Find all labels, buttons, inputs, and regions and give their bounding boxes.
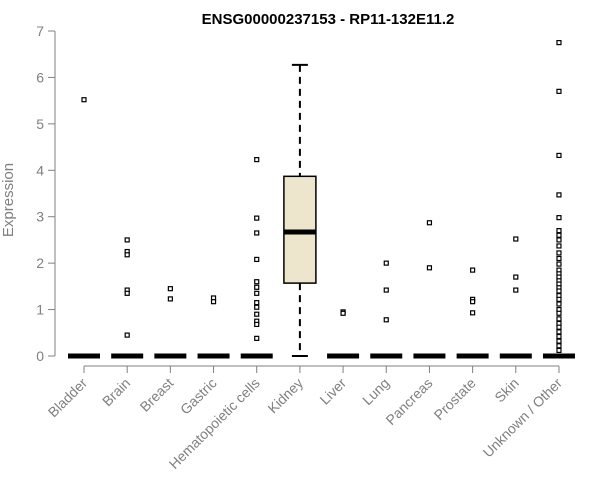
- box-gastric: [197, 295, 230, 359]
- x-tick-label: Prostate: [431, 375, 479, 423]
- outlier-point: [556, 250, 562, 256]
- outlier-point: [254, 311, 260, 317]
- y-tick-label: 0: [36, 348, 44, 364]
- x-tick-label: Pancreas: [382, 375, 435, 428]
- outlier-point: [556, 192, 562, 198]
- box-lung: [370, 260, 403, 359]
- outlier-point: [426, 220, 433, 226]
- outlier-point: [167, 296, 173, 302]
- outlier-point: [556, 296, 562, 302]
- outlier-point: [383, 287, 389, 293]
- box-kidney: [283, 63, 317, 357]
- axes: 0 1 2 3 4 5 6 7: [36, 23, 560, 373]
- y-tick-label: 4: [36, 162, 44, 178]
- outlier-point: [556, 152, 562, 159]
- chart-title: ENSG00000237153 - RP11-132E11.2: [202, 11, 455, 28]
- outlier-point: [556, 228, 562, 234]
- outlier-point: [513, 274, 519, 280]
- box-liver: [327, 309, 360, 359]
- x-tick-label: Liver: [316, 375, 349, 408]
- y-tick-label: 2: [36, 255, 44, 271]
- outlier-point: [124, 252, 130, 258]
- x-tick-label: Breast: [137, 375, 177, 415]
- outlier-point: [556, 215, 562, 221]
- y-axis-label: Expression: [0, 163, 17, 237]
- outlier-point: [556, 333, 562, 340]
- box-unknown-other: [542, 40, 575, 359]
- outlier-point: [254, 279, 260, 285]
- outlier-point: [81, 97, 87, 103]
- outlier-point: [556, 237, 562, 243]
- box-prostate: [456, 267, 489, 359]
- outlier-point: [124, 332, 130, 338]
- outlier-point: [556, 261, 562, 267]
- outlier-point: [124, 237, 130, 243]
- outlier-point: [254, 230, 260, 236]
- y-tick-label: 6: [36, 69, 44, 85]
- y-tick-label: 3: [36, 209, 44, 225]
- outlier-point: [556, 40, 562, 46]
- box-hematopoietic-cells: [240, 157, 273, 359]
- outlier-point: [383, 260, 389, 266]
- x-tick-label: Unknown / Other: [479, 375, 565, 461]
- outlier-point: [513, 287, 519, 293]
- outlier-point: [556, 347, 562, 354]
- box-pancreas: [413, 220, 446, 359]
- box-bladder: [68, 97, 100, 359]
- outlier-point: [556, 288, 562, 294]
- outlier-point: [254, 300, 260, 306]
- outlier-point: [254, 290, 260, 296]
- outlier-point: [254, 284, 260, 290]
- x-tick-label: Skin: [491, 375, 522, 406]
- outlier-point: [556, 324, 562, 330]
- outlier-point: [556, 255, 562, 262]
- x-tick-label: Gastric: [177, 375, 220, 418]
- outlier-point: [513, 236, 519, 242]
- outlier-point: [470, 299, 476, 305]
- outlier-point: [254, 335, 260, 341]
- outlier-point: [210, 299, 217, 305]
- outlier-point: [167, 286, 173, 292]
- outlier-point: [254, 157, 260, 163]
- y-tick-label: 1: [36, 302, 44, 318]
- outlier-point: [470, 267, 476, 273]
- outlier-point: [556, 243, 562, 249]
- outlier-point: [254, 304, 260, 310]
- outlier-point: [426, 265, 433, 271]
- outlier-point: [556, 310, 562, 316]
- outlier-point: [556, 329, 562, 335]
- box-brain: [111, 237, 144, 359]
- y-tick-label: 7: [36, 23, 44, 39]
- outlier-point: [556, 301, 562, 307]
- outlier-point: [556, 88, 562, 94]
- outlier-point: [254, 215, 260, 221]
- x-tick-label: Brain: [99, 375, 133, 409]
- outlier-point: [556, 343, 562, 349]
- outlier-point: [340, 310, 346, 316]
- x-tick-label: Lung: [359, 375, 392, 408]
- outlier-point: [556, 232, 562, 238]
- y-tick-label: 5: [36, 116, 44, 132]
- outlier-point: [124, 290, 130, 296]
- outlier-point: [556, 316, 562, 322]
- outlier-point: [254, 256, 260, 263]
- x-tick-label: Bladder: [45, 375, 91, 421]
- outlier-point: [383, 317, 389, 323]
- outlier-point: [254, 321, 260, 328]
- box-breast: [154, 286, 187, 359]
- box-skin: [499, 236, 532, 359]
- box-series: [68, 40, 575, 359]
- outlier-point: [556, 338, 562, 344]
- outlier-point: [470, 310, 476, 316]
- x-tick-label: Kidney: [264, 375, 306, 417]
